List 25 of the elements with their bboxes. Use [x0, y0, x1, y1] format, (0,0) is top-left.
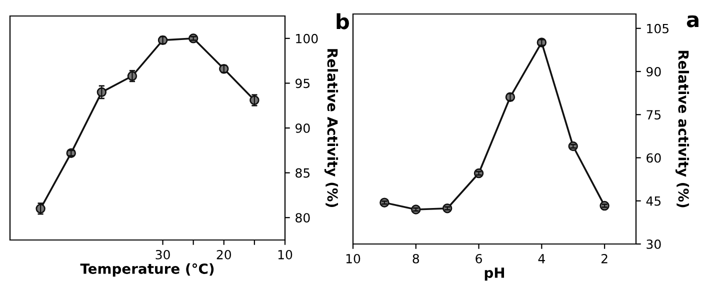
y-tick-label: 30: [646, 239, 661, 249]
x-tick-label: 10: [278, 250, 292, 260]
y-tick-label: 95: [296, 78, 310, 88]
x-axis-title: pH: [484, 268, 504, 281]
text: a: [686, 15, 698, 28]
x-tick-label: 4: [538, 254, 545, 264]
y-tick-label: 60: [646, 153, 661, 163]
y-axis-title: Relative activity (%): [675, 50, 690, 208]
y-tick-label: 90: [296, 123, 310, 133]
y-tick-label: 45: [646, 196, 661, 206]
x-tick-label: 20: [216, 250, 232, 260]
y-tick-label: 80: [296, 213, 310, 223]
y-tick-label: 105: [647, 24, 668, 34]
x-axis-title: Temperature (°C): [80, 263, 214, 277]
y-tick-label: 85: [296, 168, 310, 178]
x-tick-label: 30: [156, 250, 170, 260]
text: b: [336, 13, 349, 30]
y-axis-title: Relative Activity (%): [324, 49, 338, 207]
x-tick-label: 8: [412, 254, 420, 264]
y-tick-label: 75: [646, 110, 661, 120]
y-tick-label: 90: [646, 66, 661, 76]
y-tick-label: 100: [296, 34, 318, 44]
x-tick-label: 2: [601, 254, 608, 264]
x-tick-label: 10: [346, 254, 360, 264]
x-tick-label: 6: [476, 254, 482, 264]
